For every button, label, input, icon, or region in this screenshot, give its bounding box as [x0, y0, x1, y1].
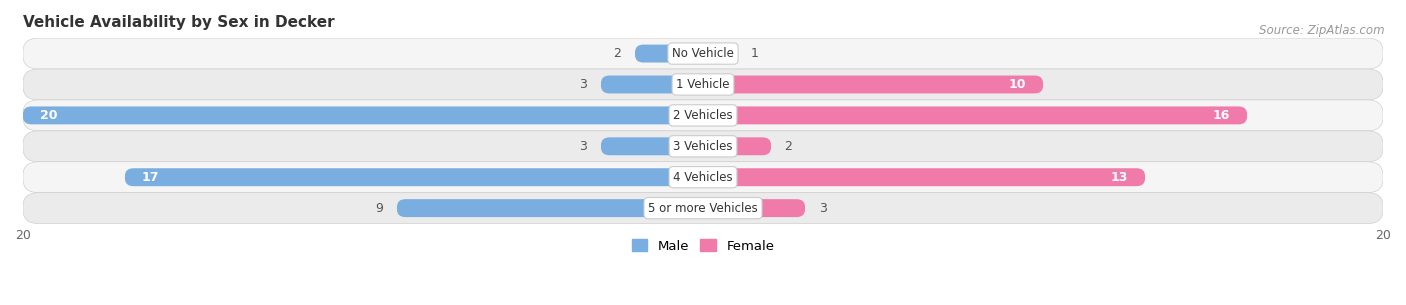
- Text: 9: 9: [375, 202, 384, 215]
- FancyBboxPatch shape: [22, 100, 1384, 131]
- Text: 2 Vehicles: 2 Vehicles: [673, 109, 733, 122]
- Text: Vehicle Availability by Sex in Decker: Vehicle Availability by Sex in Decker: [22, 15, 335, 30]
- Text: 10: 10: [1008, 78, 1026, 91]
- FancyBboxPatch shape: [703, 106, 1247, 124]
- Text: 1 Vehicle: 1 Vehicle: [676, 78, 730, 91]
- FancyBboxPatch shape: [703, 76, 1043, 93]
- Text: No Vehicle: No Vehicle: [672, 47, 734, 60]
- Text: 17: 17: [142, 171, 159, 184]
- FancyBboxPatch shape: [703, 168, 1144, 186]
- FancyBboxPatch shape: [22, 106, 703, 124]
- Text: 3: 3: [579, 140, 588, 153]
- FancyBboxPatch shape: [22, 38, 1384, 69]
- FancyBboxPatch shape: [125, 168, 703, 186]
- Text: 3: 3: [818, 202, 827, 215]
- FancyBboxPatch shape: [703, 137, 770, 155]
- Text: 2: 2: [785, 140, 793, 153]
- FancyBboxPatch shape: [600, 137, 703, 155]
- FancyBboxPatch shape: [703, 199, 806, 217]
- Text: 1: 1: [751, 47, 758, 60]
- FancyBboxPatch shape: [600, 76, 703, 93]
- Text: Source: ZipAtlas.com: Source: ZipAtlas.com: [1260, 24, 1385, 38]
- Text: 13: 13: [1111, 171, 1128, 184]
- FancyBboxPatch shape: [396, 199, 703, 217]
- Legend: Male, Female: Male, Female: [626, 234, 780, 258]
- FancyBboxPatch shape: [22, 69, 1384, 100]
- Text: 20: 20: [39, 109, 58, 122]
- Text: 3 Vehicles: 3 Vehicles: [673, 140, 733, 153]
- FancyBboxPatch shape: [703, 45, 737, 63]
- FancyBboxPatch shape: [22, 193, 1384, 224]
- Text: 2: 2: [613, 47, 621, 60]
- Text: 16: 16: [1212, 109, 1230, 122]
- Text: 3: 3: [579, 78, 588, 91]
- FancyBboxPatch shape: [22, 162, 1384, 193]
- FancyBboxPatch shape: [22, 131, 1384, 162]
- Text: 5 or more Vehicles: 5 or more Vehicles: [648, 202, 758, 215]
- FancyBboxPatch shape: [636, 45, 703, 63]
- Text: 4 Vehicles: 4 Vehicles: [673, 171, 733, 184]
